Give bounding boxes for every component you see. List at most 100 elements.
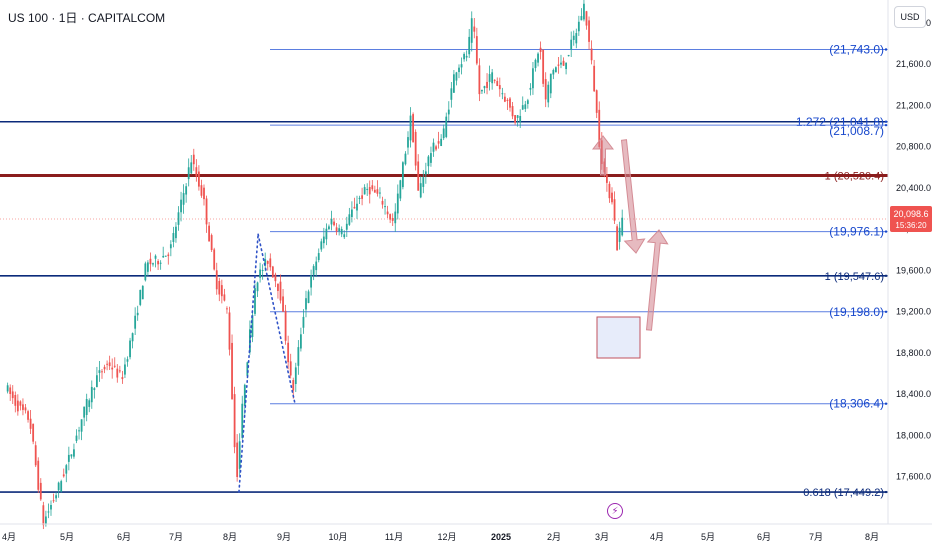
candle-down <box>108 362 111 367</box>
candle-down <box>557 64 560 66</box>
x-tick-label: 8月 <box>223 532 237 542</box>
candle-up <box>154 255 157 259</box>
candle-down <box>277 283 279 291</box>
level-dot <box>884 310 888 313</box>
candle-down <box>210 235 213 250</box>
candle-up <box>526 100 529 104</box>
x-tick-label: 2月 <box>547 532 561 542</box>
y-tick-label: 17,600.0 <box>896 472 931 482</box>
candle-up <box>534 59 537 69</box>
candle-up <box>261 269 264 271</box>
candle-up <box>315 261 318 271</box>
candle-down <box>588 20 590 42</box>
candle-down <box>376 189 379 194</box>
candle-down <box>39 482 42 500</box>
candle-up <box>343 234 346 238</box>
candle-up <box>583 3 585 20</box>
candle-up <box>422 177 425 187</box>
arrow-up-small <box>591 135 615 176</box>
candle-up <box>78 430 80 432</box>
candle-down <box>282 296 284 312</box>
candle-down <box>233 394 236 448</box>
candle-down <box>205 198 208 225</box>
x-tick-label: 2025 <box>491 532 511 542</box>
candle-up <box>424 171 427 175</box>
levels-layer: (21,743.0)1.272 (21,041.8)(21,008.7)1 (2… <box>0 42 888 499</box>
lightning-icon[interactable]: ⚡ <box>607 503 623 519</box>
candle-up <box>129 340 131 358</box>
candle-up <box>60 481 63 492</box>
candle-up <box>401 162 404 188</box>
candle-down <box>29 418 32 429</box>
candle-up <box>317 253 320 261</box>
candle-up <box>430 153 432 163</box>
currency-selector[interactable]: USD <box>894 6 926 28</box>
y-tick-label: 19,200.0 <box>896 307 931 317</box>
candle-up <box>141 285 144 300</box>
candle-up <box>463 53 465 60</box>
candle-down <box>496 81 499 86</box>
candle-up <box>470 18 473 43</box>
current-price-countdown: 15:36:20 <box>895 221 927 230</box>
candle-up <box>363 187 366 195</box>
candle-down <box>118 370 121 372</box>
y-tick-label: 20,400.0 <box>896 183 931 193</box>
candle-up <box>409 115 412 141</box>
x-tick-label: 3月 <box>595 532 609 542</box>
level-dot <box>884 230 888 233</box>
candle-down <box>11 391 14 399</box>
x-tick-label: 12月 <box>437 532 456 542</box>
candle-down <box>157 261 159 265</box>
y-tick-label: 21,200.0 <box>896 100 931 110</box>
x-tick-label: 6月 <box>757 532 771 542</box>
zigzag-line <box>238 233 259 493</box>
candle-up <box>529 87 532 90</box>
candle-down <box>27 411 29 420</box>
candle-up <box>55 495 57 499</box>
candle-down <box>386 211 389 215</box>
candle-up <box>162 255 165 258</box>
x-tick-label: 5月 <box>60 532 74 542</box>
candle-up <box>126 359 129 362</box>
candle-up <box>85 398 88 415</box>
candle-down <box>381 200 384 205</box>
candle-up <box>338 228 341 232</box>
candle-down <box>498 85 501 90</box>
candle-up <box>572 35 575 40</box>
candle-down <box>34 445 37 466</box>
candle-up <box>124 364 126 375</box>
candle-up <box>384 206 386 208</box>
candle-down <box>269 258 272 268</box>
level-dot <box>884 123 888 127</box>
candle-down <box>195 167 198 177</box>
candle-down <box>231 342 233 400</box>
level-label: 1 (20,520.4) <box>825 170 884 182</box>
current-price-value: 20,098.6 <box>893 209 928 219</box>
candle-up <box>175 226 177 239</box>
candle-down <box>475 36 478 64</box>
candle-up <box>139 289 142 305</box>
y-tick-label: 18,400.0 <box>896 389 931 399</box>
candle-down <box>236 442 239 477</box>
candle-down <box>593 65 596 92</box>
candle-up <box>575 33 578 44</box>
candle-down <box>414 131 417 166</box>
candle-up <box>345 223 348 230</box>
candle-up <box>521 105 524 110</box>
candle-down <box>292 380 295 391</box>
level-dot <box>884 402 888 405</box>
candle-down <box>9 387 12 394</box>
candle-up <box>93 388 96 391</box>
candle-up <box>580 16 583 21</box>
x-tick-label: 7月 <box>809 532 823 542</box>
candle-down <box>121 377 124 380</box>
candle-down <box>266 260 269 264</box>
candle-down <box>279 281 282 301</box>
candle-down <box>506 99 509 101</box>
x-tick-label: 10月 <box>328 532 347 542</box>
candle-down <box>113 365 116 367</box>
candle-up <box>483 86 486 89</box>
level-dot <box>884 274 888 277</box>
